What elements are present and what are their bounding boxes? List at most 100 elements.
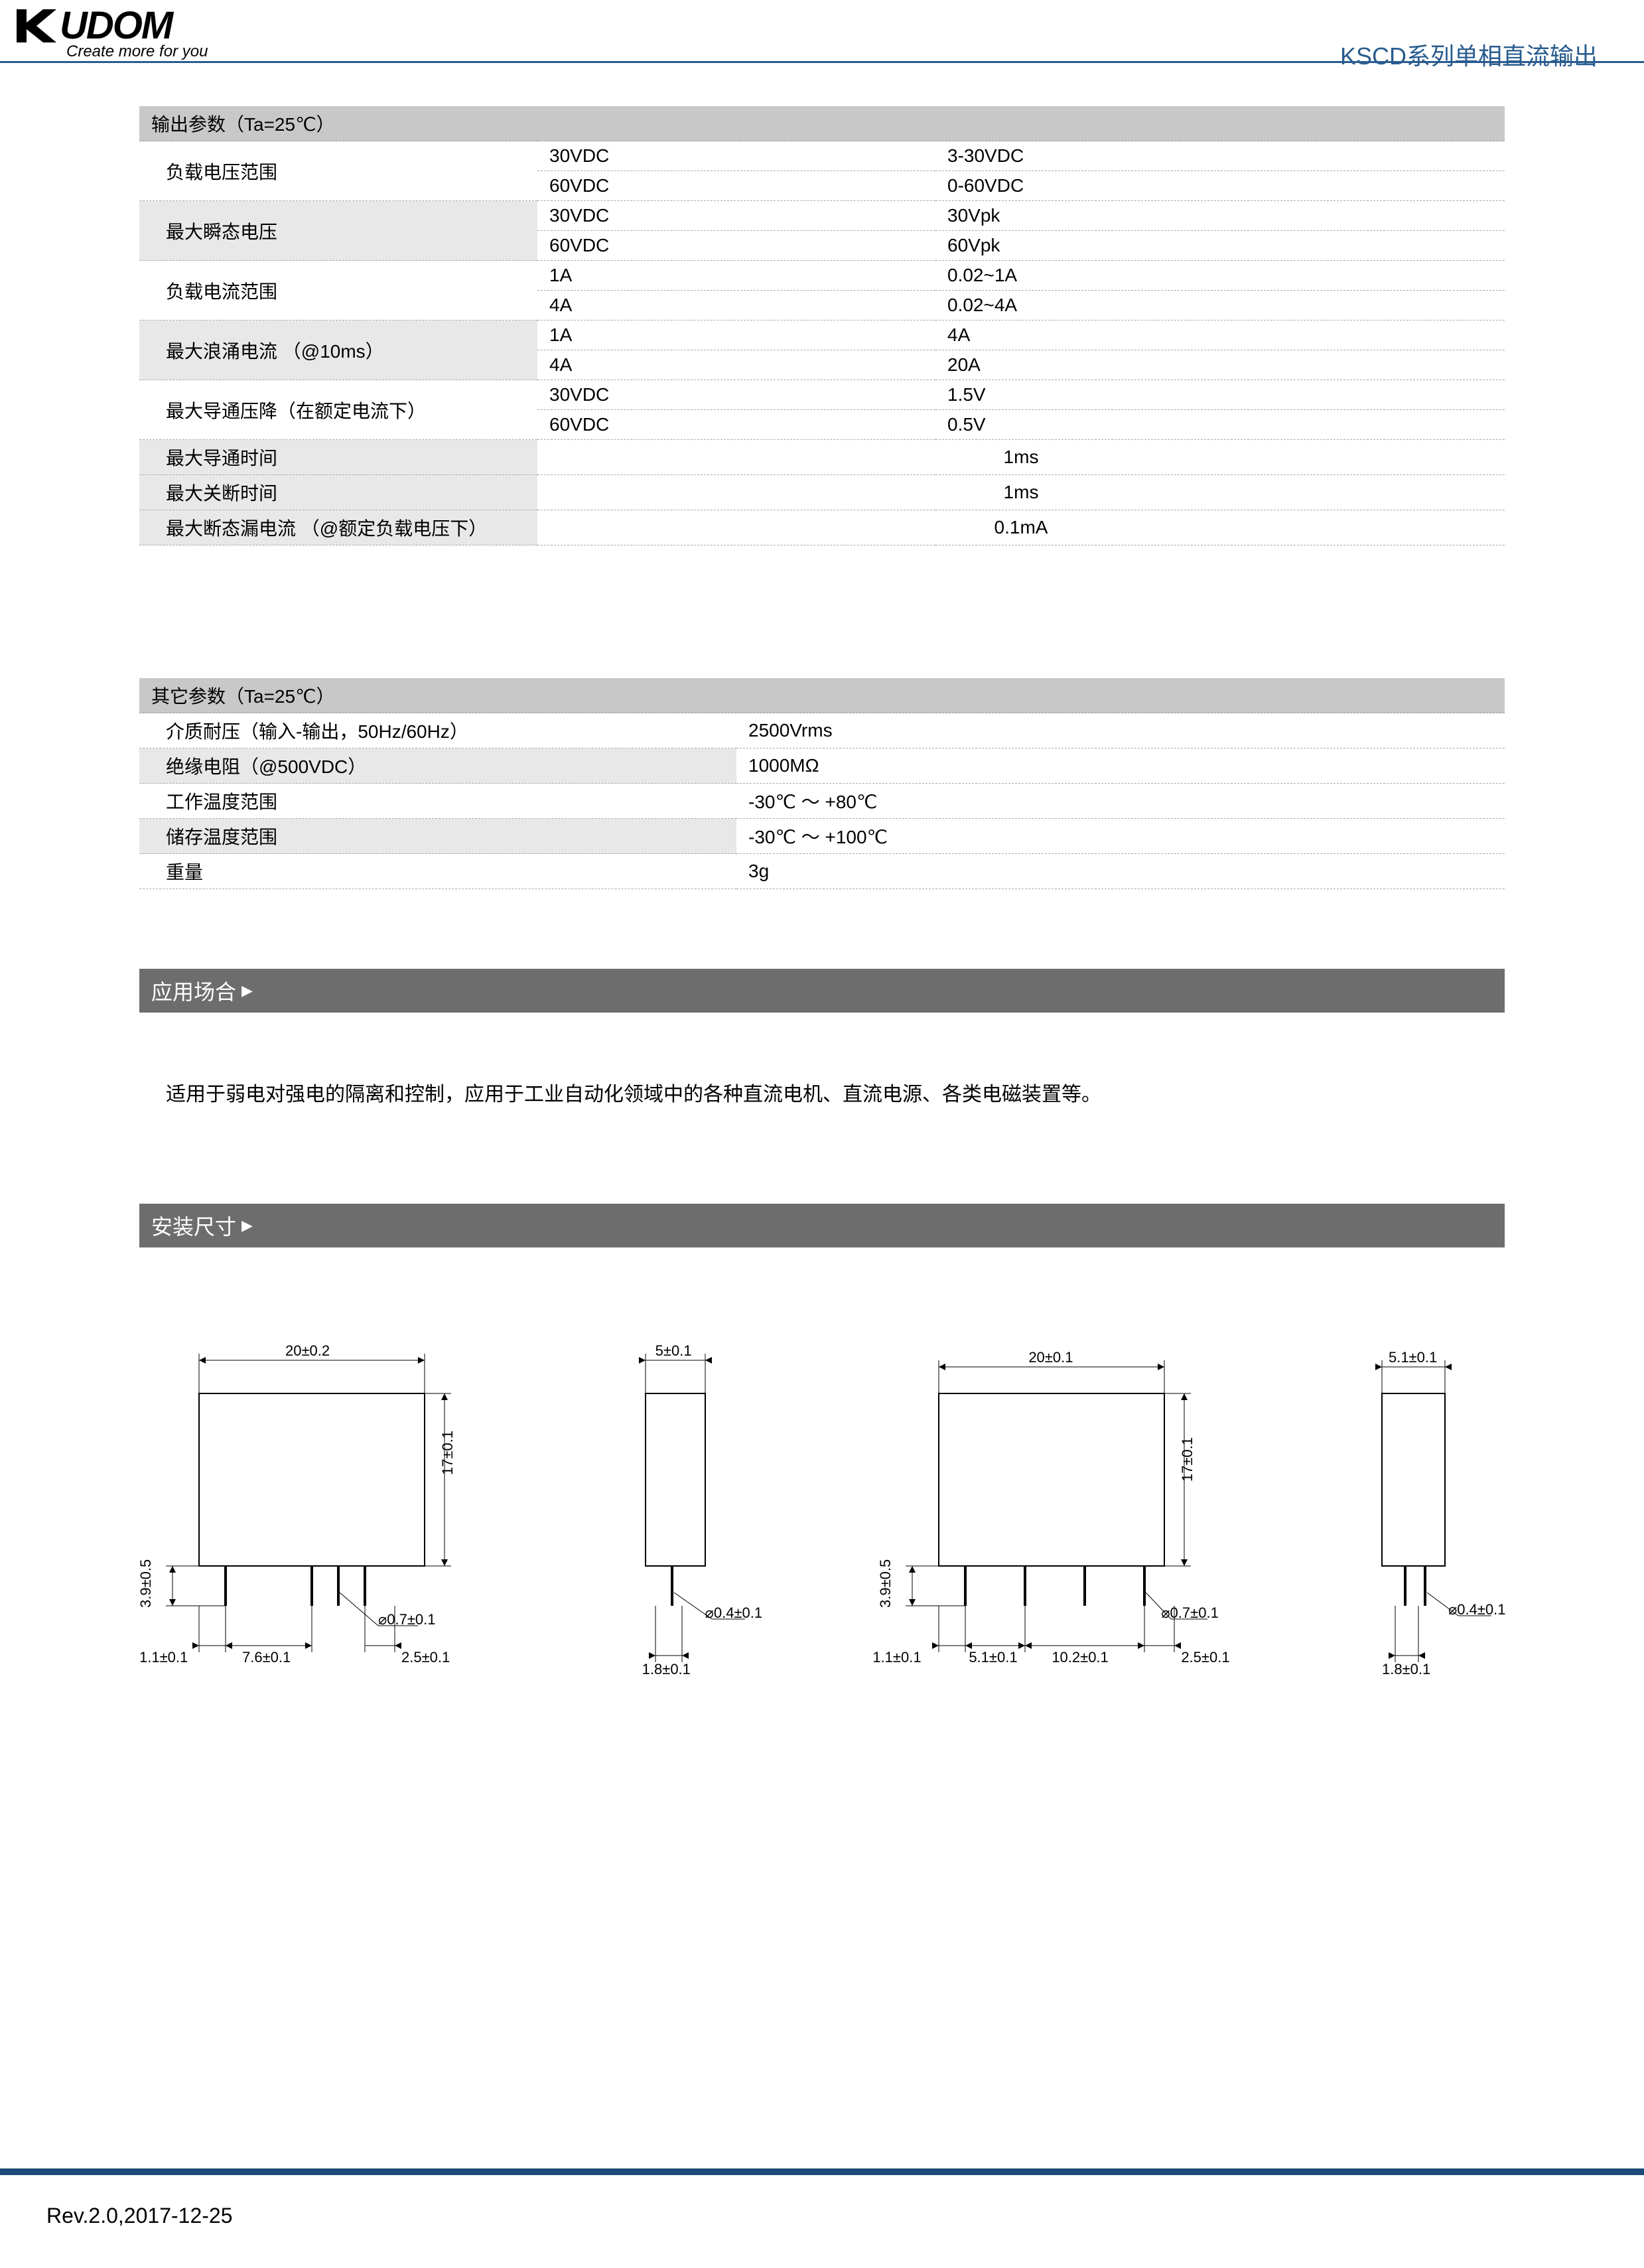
triangle-icon: ▶ xyxy=(241,1217,253,1234)
row-value: 1000MΩ xyxy=(736,748,1505,784)
table-row: 最大断态漏电流 （@额定负载电压下）0.1mA xyxy=(139,510,1505,545)
dim2-w: 5±0.1 xyxy=(655,1342,692,1360)
row-cond: 1A xyxy=(537,261,935,291)
table-row: 负载电压范围30VDC3-30VDC xyxy=(139,141,1505,171)
dim2-foot: 1.8±0.1 xyxy=(642,1661,691,1678)
section-application: 应用场合 ▶ xyxy=(139,969,1505,1013)
row-label: 工作温度范围 xyxy=(139,784,736,819)
drawing-side-alt: 5.1±0.1 ⌀0.4±0.1 1.8±0.1 xyxy=(1319,1340,1505,1685)
dim3-h: 17±0.1 xyxy=(1179,1437,1196,1482)
row-label: 储存温度范围 xyxy=(139,819,736,854)
other-params-table: 其它参数（Ta=25℃） 介质耐压（输入-输出，50Hz/60Hz）2500Vr… xyxy=(139,678,1505,889)
table-row: 最大浪涌电流 （@10ms）1A4A xyxy=(139,320,1505,350)
footer-rule xyxy=(0,2168,1644,2175)
row-value: 4A xyxy=(935,320,1505,350)
dim3-w: 20±0.1 xyxy=(1028,1349,1073,1366)
row-label: 最大瞬态电压 xyxy=(139,201,537,261)
row-value: 3-30VDC xyxy=(935,141,1505,171)
table-row: 重量3g xyxy=(139,854,1505,889)
row-label: 重量 xyxy=(139,854,736,889)
dim3-ll: 1.1±0.1 xyxy=(872,1649,921,1666)
row-label: 负载电流范围 xyxy=(139,261,537,320)
dim-ll: 1.1±0.1 xyxy=(139,1649,188,1666)
dim3-lh: 3.9±0.5 xyxy=(877,1559,894,1608)
row-value: -30℃ ～ +80℃ xyxy=(736,784,1505,819)
dim4-w: 5.1±0.1 xyxy=(1389,1349,1437,1366)
table-row: 绝缘电阻（@500VDC）1000MΩ xyxy=(139,748,1505,784)
row-label: 负载电压范围 xyxy=(139,141,537,201)
section-dimensions: 安装尺寸 ▶ xyxy=(139,1204,1505,1247)
row-cond: 4A xyxy=(537,291,935,320)
row-cond: 30VDC xyxy=(537,380,935,410)
row-label: 绝缘电阻（@500VDC） xyxy=(139,748,736,784)
row-value: 60Vpk xyxy=(935,231,1505,261)
row-cond: 60VDC xyxy=(537,410,935,440)
dim-w: 20±0.2 xyxy=(285,1342,330,1360)
dim3-b: 10.2±0.1 xyxy=(1052,1649,1108,1666)
row-value: 3g xyxy=(736,854,1505,889)
row-value: 20A xyxy=(935,350,1505,380)
row-value: 0.02~4A xyxy=(935,291,1505,320)
dim-lh: 3.9±0.5 xyxy=(137,1559,155,1608)
logo-brand: UDOM xyxy=(60,3,172,48)
row-label: 最大导通压降（在额定电流下） xyxy=(139,380,537,440)
dim3-pin-d: ⌀0.7±0.1 xyxy=(1161,1604,1219,1622)
dim2-pin-d: ⌀0.4±0.1 xyxy=(705,1604,763,1622)
triangle-icon: ▶ xyxy=(241,982,253,999)
page-title: KSCD系列单相直流输出 xyxy=(1340,37,1598,72)
section-app-label: 应用场合 xyxy=(151,975,236,1006)
drawing-side-narrow: 5±0.1 ⌀0.4±0.1 1.8±0.1 xyxy=(566,1340,765,1685)
row-label: 最大关断时间 xyxy=(139,475,537,510)
dim4-foot: 1.8±0.1 xyxy=(1382,1661,1430,1678)
logo-tagline: Create more for you xyxy=(66,42,208,61)
dim4-pin-d: ⌀0.4±0.1 xyxy=(1448,1601,1506,1618)
dim-mid: 7.6±0.1 xyxy=(242,1649,291,1666)
drawing-front-4pin: 20±0.2 17±0.1 3.9±0.5 1.1±0.1 7.6±0.1 ⌀0… xyxy=(139,1340,464,1685)
dim-h: 17±0.1 xyxy=(439,1431,456,1475)
row-value: 1.5V xyxy=(935,380,1505,410)
table-row: 工作温度范围-30℃ ～ +80℃ xyxy=(139,784,1505,819)
row-cond: 30VDC xyxy=(537,201,935,231)
row-value: 0.5V xyxy=(935,410,1505,440)
table2-header: 其它参数（Ta=25℃） xyxy=(139,678,1505,713)
row-value: 0.1mA xyxy=(537,510,1505,545)
application-text: 适用于弱电对强电的隔离和控制，应用于工业自动化领域中的各种直流电机、直流电源、各… xyxy=(166,1079,1505,1111)
footer-revision: Rev.2.0,2017-12-25 xyxy=(46,2204,232,2228)
row-cond: 60VDC xyxy=(537,231,935,261)
row-label: 介质耐压（输入-输出，50Hz/60Hz） xyxy=(139,713,736,748)
row-cond: 30VDC xyxy=(537,141,935,171)
row-label: 最大导通时间 xyxy=(139,440,537,475)
table-row: 负载电流范围1A0.02~1A xyxy=(139,261,1505,291)
table-output: 输出参数（Ta=25℃） 负载电压范围30VDC3-30VDC60VDC0-60… xyxy=(139,106,1505,545)
dim-pin-d: ⌀0.7±0.1 xyxy=(378,1611,436,1628)
row-value: -30℃ ～ +100℃ xyxy=(736,819,1505,854)
row-label: 最大浪涌电流 （@10ms） xyxy=(139,320,537,380)
table-row: 最大瞬态电压30VDC30Vpk xyxy=(139,201,1505,231)
row-cond: 1A xyxy=(537,320,935,350)
row-value: 1ms xyxy=(537,440,1505,475)
table-row: 最大导通压降（在额定电流下）30VDC1.5V xyxy=(139,380,1505,410)
row-cond: 60VDC xyxy=(537,171,935,201)
row-value: 2500Vrms xyxy=(736,713,1505,748)
table-row: 储存温度范围-30℃ ～ +100℃ xyxy=(139,819,1505,854)
section-dim-label: 安装尺寸 xyxy=(151,1210,236,1241)
logo-k-icon xyxy=(13,6,60,46)
row-value: 0-60VDC xyxy=(935,171,1505,201)
row-value: 30Vpk xyxy=(935,201,1505,231)
row-cond: 4A xyxy=(537,350,935,380)
row-label: 最大断态漏电流 （@额定负载电压下） xyxy=(139,510,537,545)
dim3-a: 5.1±0.1 xyxy=(969,1649,1017,1666)
row-value: 1ms xyxy=(537,475,1505,510)
logo: UDOM Create more for you xyxy=(13,3,208,61)
row-value: 0.02~1A xyxy=(935,261,1505,291)
dimension-drawings: 20±0.2 17±0.1 3.9±0.5 1.1±0.1 7.6±0.1 ⌀0… xyxy=(139,1340,1505,1685)
table-other: 其它参数（Ta=25℃） 介质耐压（输入-输出，50Hz/60Hz）2500Vr… xyxy=(139,678,1505,889)
page-header: UDOM Create more for you KSCD系列单相直流输出 xyxy=(0,0,1644,80)
drawing-front-alt: 20±0.1 17±0.1 3.9±0.5 1.1±0.1 5.1±0.1 10… xyxy=(866,1340,1217,1685)
dim3-pin-r: 2.5±0.1 xyxy=(1181,1649,1229,1666)
table-row: 介质耐压（输入-输出，50Hz/60Hz）2500Vrms xyxy=(139,713,1505,748)
table-row: 最大关断时间1ms xyxy=(139,475,1505,510)
table1-header: 输出参数（Ta=25℃） xyxy=(139,106,1505,141)
output-params-table: 输出参数（Ta=25℃） 负载电压范围30VDC3-30VDC60VDC0-60… xyxy=(139,106,1505,545)
dim-pin-r: 2.5±0.1 xyxy=(401,1649,450,1666)
